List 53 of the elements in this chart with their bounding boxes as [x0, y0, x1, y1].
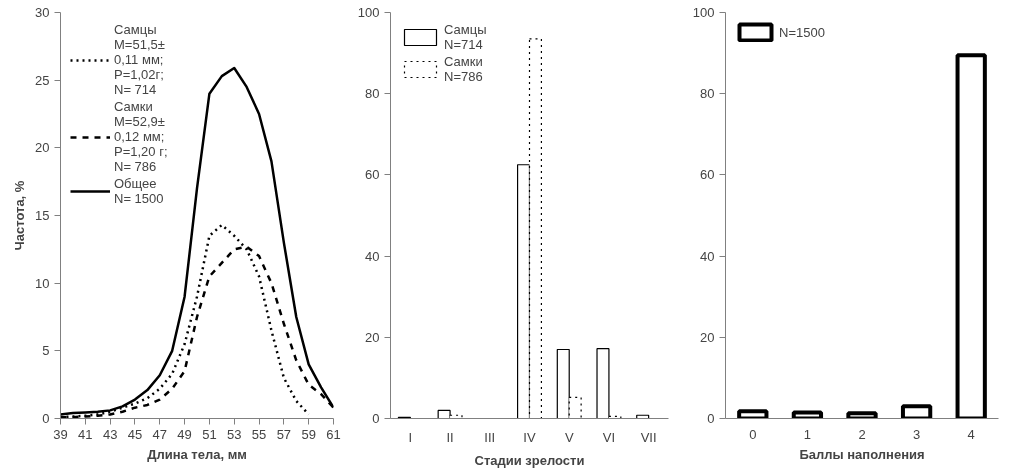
x-tick-label: 39: [53, 426, 68, 442]
y-tick-label: 30: [35, 5, 50, 20]
x-tick-label: 51: [202, 426, 217, 442]
x-axis-title: Длина тела, мм: [147, 446, 247, 462]
legend-label: Самцы M=51,5± 0,11 мм; P=1,02г; N= 714: [114, 22, 165, 97]
legend-label: Самки N=786: [444, 54, 483, 84]
x-tick-label: V: [564, 429, 574, 445]
y-tick-label: 100: [692, 5, 715, 20]
legend-label: Самцы N=714: [444, 22, 487, 52]
y-tick-label: 0: [372, 411, 380, 426]
y-tick-label: 80: [700, 86, 715, 102]
y-tick-label: 40: [700, 248, 715, 264]
x-tick-label: IV: [523, 429, 536, 445]
legend-label: N=1500: [779, 24, 825, 40]
x-tick-label: 1: [803, 426, 812, 442]
x-tick-label: VII: [640, 429, 657, 445]
y-tick-label: 80: [365, 86, 380, 102]
x-tick-label: 53: [227, 426, 242, 442]
legend-label: Общее N= 1500: [114, 176, 164, 206]
y-tick-label: 60: [700, 167, 715, 183]
y-tick-label: 20: [35, 140, 50, 156]
x-tick-label: II: [446, 429, 454, 445]
x-tick-label: 59: [301, 426, 316, 442]
y-tick-label: 40: [365, 248, 380, 264]
y-tick-label: 20: [700, 329, 715, 345]
y-axis-title: Частота, %: [12, 180, 28, 251]
x-tick-label: 55: [251, 426, 267, 442]
y-tick-label: 100: [357, 5, 380, 20]
x-tick-label: 2: [858, 426, 866, 442]
x-tick-label: III: [484, 429, 496, 445]
x-tick-label: 4: [967, 426, 975, 442]
x-tick-label: 3: [912, 426, 921, 442]
y-tick-label: 25: [35, 72, 50, 88]
x-axis-title: Стадии зрелости: [474, 452, 585, 468]
x-tick-label: 43: [102, 426, 118, 442]
y-tick-label: 10: [35, 275, 50, 291]
y-tick-label: 15: [35, 208, 50, 223]
x-tick-label: 57: [276, 426, 292, 442]
x-tick-label: 49: [177, 426, 192, 442]
x-tick-label: 45: [127, 426, 143, 442]
y-tick-label: 60: [365, 167, 380, 183]
x-tick-label: I: [408, 429, 413, 445]
x-tick-label: 41: [78, 426, 93, 442]
x-axis-title: Баллы наполнения: [799, 446, 925, 462]
y-tick-label: 5: [42, 343, 50, 359]
legend-label: Самки M=52,9± 0,12 мм; P=1,20 г; N= 786: [114, 99, 168, 174]
y-tick-label: 0: [42, 411, 50, 426]
x-tick-label: 0: [749, 426, 757, 442]
y-tick-label: 0: [707, 411, 715, 426]
x-tick-label: VI: [602, 429, 616, 445]
x-tick-label: 47: [152, 426, 168, 442]
x-tick-label: 61: [326, 426, 341, 442]
y-tick-label: 20: [365, 329, 380, 345]
